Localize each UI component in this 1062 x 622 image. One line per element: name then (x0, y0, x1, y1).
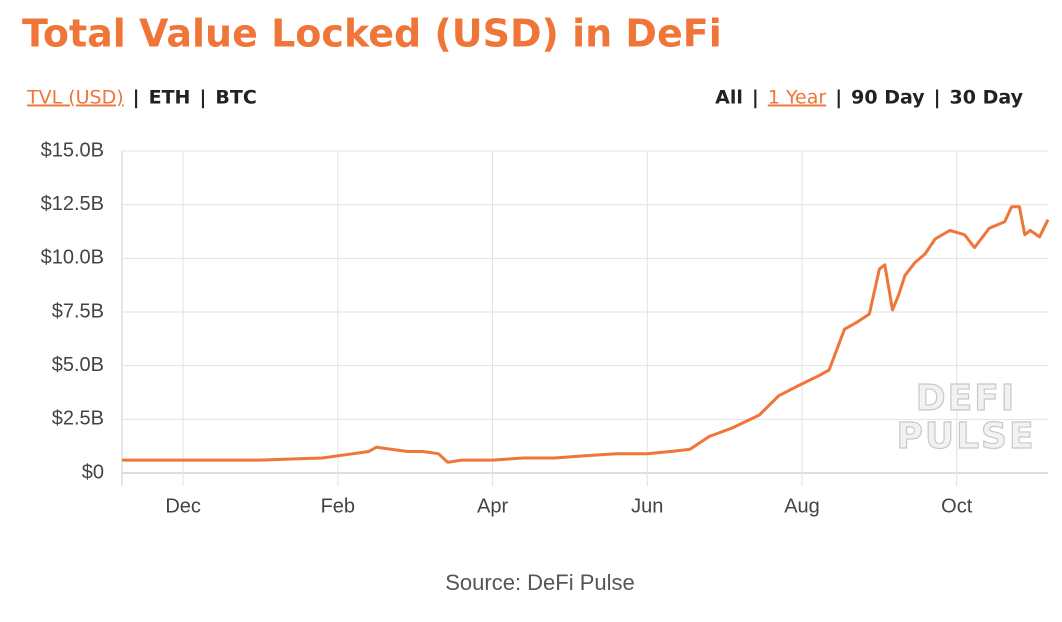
tab[interactable]: 1 Year (768, 87, 827, 109)
x-tick-label: Oct (941, 495, 973, 517)
separator: | (133, 87, 140, 109)
separator: | (835, 87, 842, 109)
y-tick-label: $7.5B (52, 300, 104, 322)
y-tick-label: $10.0B (41, 247, 104, 269)
y-tick-label: $15.0B (41, 139, 104, 161)
y-tick-label: $0 (82, 461, 104, 483)
tab[interactable]: All (715, 87, 743, 109)
source: Source: DeFi Pulse (445, 570, 635, 595)
chart-title: Total Value Locked (USD) in DeFi (22, 12, 722, 56)
x-tick-label: Feb (321, 495, 355, 517)
x-tick-label: Apr (477, 495, 508, 517)
y-tick-label: $5.0B (52, 354, 104, 376)
series-line (122, 205, 1050, 464)
tab[interactable]: TVL (USD) (26, 87, 124, 109)
watermark: PULSE (896, 416, 1035, 457)
y-tick-label: $2.5B (52, 408, 104, 430)
x-tick-label: Dec (165, 495, 201, 517)
x-tick-label: Aug (784, 495, 820, 517)
tab[interactable]: ETH (149, 87, 191, 109)
tab[interactable]: BTC (215, 87, 256, 109)
tab[interactable]: 30 Day (950, 87, 1024, 109)
separator: | (934, 87, 941, 109)
x-tick-label: Jun (631, 495, 663, 517)
separator: | (752, 87, 759, 109)
y-tick-label: $12.5B (41, 193, 104, 215)
tab[interactable]: 90 Day (851, 87, 925, 109)
watermark: DEFI (916, 378, 1016, 419)
separator: | (199, 87, 206, 109)
